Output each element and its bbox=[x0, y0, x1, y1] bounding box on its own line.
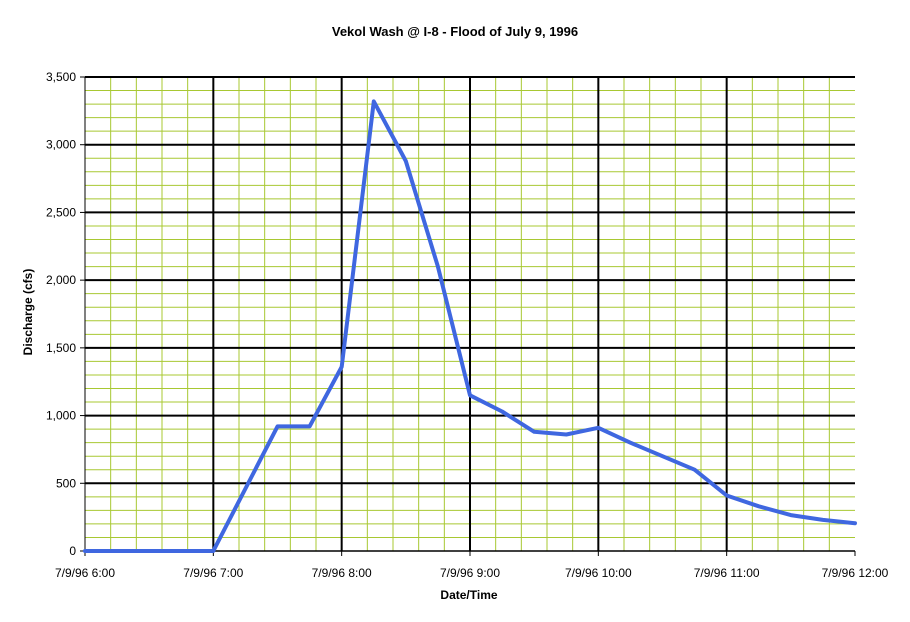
y-tick-label: 3,500 bbox=[46, 70, 76, 84]
x-tick-label: 7/9/96 8:00 bbox=[312, 566, 372, 580]
x-tick-label: 7/9/96 10:00 bbox=[565, 566, 632, 580]
y-tick-label: 2,500 bbox=[46, 205, 76, 219]
y-axis-title: Discharge (cfs) bbox=[21, 269, 35, 356]
y-tick-label: 1,000 bbox=[46, 409, 76, 423]
discharge-series-line bbox=[83, 99, 857, 553]
x-tick-label: 7/9/96 9:00 bbox=[440, 566, 500, 580]
y-tick-label: 2,000 bbox=[46, 273, 76, 287]
x-tick-label: 7/9/96 7:00 bbox=[183, 566, 243, 580]
chart-title: Vekol Wash @ I-8 - Flood of July 9, 1996 bbox=[332, 24, 578, 39]
x-tick-label: 7/9/96 12:00 bbox=[822, 566, 889, 580]
y-tick-label: 500 bbox=[56, 476, 76, 490]
y-tick-label: 3,000 bbox=[46, 138, 76, 152]
y-tick-label: 1,500 bbox=[46, 341, 76, 355]
y-tick-label: 0 bbox=[69, 544, 76, 558]
major-grid bbox=[85, 76, 855, 551]
series bbox=[83, 99, 857, 553]
x-axis-title: Date/Time bbox=[440, 588, 497, 602]
x-tick-labels: 7/9/96 6:00 7/9/96 7:00 7/9/96 8:00 7/9/96 … bbox=[55, 551, 889, 580]
y-tick-labels: 0 500 1,000 1,500 2,000 2,500 3,000 3,500 bbox=[46, 70, 85, 558]
x-tick-label: 7/9/96 11:00 bbox=[694, 566, 760, 580]
x-tick-label: 7/9/96 6:00 bbox=[55, 566, 115, 580]
